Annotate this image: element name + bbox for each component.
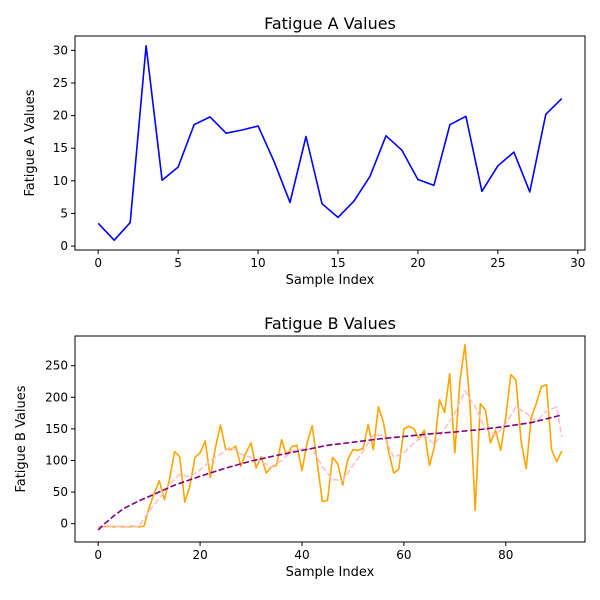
chart-panel-2: 0 20 40 60 80 0 50 100 150 200 250 Fatigue B Values…	[14, 314, 586, 580]
plot-area	[97, 44, 563, 241]
x-tick-label: 0	[94, 256, 102, 270]
chart-title: Fatigue A Values	[264, 14, 396, 33]
y-tick-label: 50	[53, 485, 68, 499]
x-tick-label: 0	[94, 548, 102, 562]
plot-area	[97, 343, 563, 531]
x-axis-label: Sample Index	[286, 273, 375, 288]
x-tick-label: 5	[174, 256, 182, 270]
x-tick-label: 40	[294, 548, 309, 562]
y-tick-label: 10	[53, 174, 68, 188]
y-tick-label: 30	[53, 43, 68, 57]
y-tick-label: 5	[60, 206, 68, 220]
x-tick-label: 60	[396, 548, 411, 562]
series-line-3	[97, 414, 562, 531]
series-line-2	[98, 390, 563, 528]
x-tick-label: 20	[192, 548, 207, 562]
y-tick-label: 150	[45, 422, 68, 436]
y-axis-label: Fatigue B Values	[14, 385, 29, 492]
x-axis-label: Sample Index	[286, 565, 375, 580]
plot-frame	[74, 335, 586, 543]
series-line-1	[98, 343, 563, 529]
y-tick-label: 200	[45, 390, 68, 404]
x-tick-label: 15	[330, 256, 345, 270]
y-tick-label: 250	[45, 359, 68, 373]
x-tick-label: 20	[410, 256, 425, 270]
x-tick-label: 30	[570, 256, 585, 270]
plot-frame	[74, 35, 586, 251]
y-tick-label: 20	[53, 109, 68, 123]
y-tick-label: 25	[53, 76, 68, 90]
x-tick-label: 80	[498, 548, 513, 562]
x-tick-label: 10	[250, 256, 265, 270]
y-tick-label: 0	[60, 239, 68, 253]
y-axis-label: Fatigue A Values	[23, 89, 38, 196]
y-tick-label: 15	[53, 141, 68, 155]
x-tick-label: 25	[490, 256, 505, 270]
y-tick-label: 100	[45, 453, 68, 467]
chart-panel-1: 0 5 10 15 20 25 30 0 5 10 15 20 25 30 Fatigue A Values…	[23, 14, 586, 288]
series-line-1	[97, 44, 563, 241]
y-tick-label: 0	[60, 517, 68, 531]
chart-title: Fatigue B Values	[264, 314, 396, 333]
